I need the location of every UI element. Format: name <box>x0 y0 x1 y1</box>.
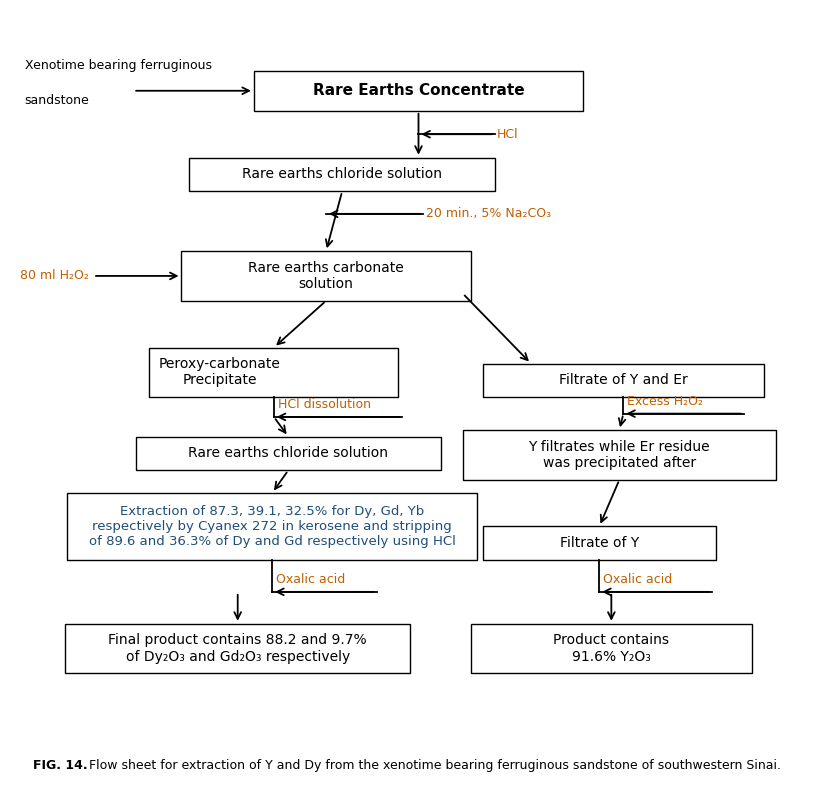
Text: Rare Earths Concentrate: Rare Earths Concentrate <box>313 83 523 98</box>
Text: Filtrate of Y and Er: Filtrate of Y and Er <box>558 373 687 387</box>
Text: Rare earths chloride solution: Rare earths chloride solution <box>188 446 388 461</box>
FancyBboxPatch shape <box>189 157 494 191</box>
Text: sandstone: sandstone <box>25 94 89 107</box>
FancyBboxPatch shape <box>149 348 398 397</box>
FancyBboxPatch shape <box>482 526 715 560</box>
Text: Peroxy-carbonate
Precipitate: Peroxy-carbonate Precipitate <box>159 357 281 387</box>
FancyBboxPatch shape <box>65 623 410 673</box>
Text: Oxalic acid: Oxalic acid <box>276 573 345 586</box>
FancyBboxPatch shape <box>181 251 470 301</box>
Text: Rare earths carbonate
solution: Rare earths carbonate solution <box>248 261 404 291</box>
FancyBboxPatch shape <box>482 364 763 397</box>
Text: Oxalic acid: Oxalic acid <box>603 573 672 586</box>
Text: Y filtrates while Er residue
was precipitated after: Y filtrates while Er residue was precipi… <box>528 440 709 470</box>
Text: 80 ml H₂O₂: 80 ml H₂O₂ <box>20 269 89 283</box>
FancyBboxPatch shape <box>253 71 583 111</box>
Text: Product contains
91.6% Y₂O₃: Product contains 91.6% Y₂O₃ <box>553 634 669 664</box>
Text: Final product contains 88.2 and 9.7%
of Dy₂O₃ and Gd₂O₃ respectively: Final product contains 88.2 and 9.7% of … <box>109 634 366 664</box>
Text: FIG. 14.: FIG. 14. <box>33 759 88 772</box>
FancyBboxPatch shape <box>470 623 751 673</box>
Text: Xenotime bearing ferruginous: Xenotime bearing ferruginous <box>25 60 212 72</box>
Text: Excess H₂O₂: Excess H₂O₂ <box>627 395 702 408</box>
FancyBboxPatch shape <box>462 430 775 480</box>
Text: HCl: HCl <box>497 128 518 141</box>
FancyBboxPatch shape <box>135 437 441 470</box>
Text: HCl dissolution: HCl dissolution <box>278 398 370 411</box>
FancyBboxPatch shape <box>67 493 477 560</box>
Text: Extraction of 87.3, 39.1, 32.5% for Dy, Gd, Yb
respectively by Cyanex 272 in ker: Extraction of 87.3, 39.1, 32.5% for Dy, … <box>89 505 455 548</box>
Text: Flow sheet for extraction of Y and Dy from the xenotime bearing ferruginous sand: Flow sheet for extraction of Y and Dy fr… <box>85 759 781 772</box>
Text: Filtrate of Y: Filtrate of Y <box>559 536 638 550</box>
Text: Rare earths chloride solution: Rare earths chloride solution <box>242 168 441 181</box>
Text: 20 min., 5% Na₂CO₃: 20 min., 5% Na₂CO₃ <box>426 207 550 221</box>
